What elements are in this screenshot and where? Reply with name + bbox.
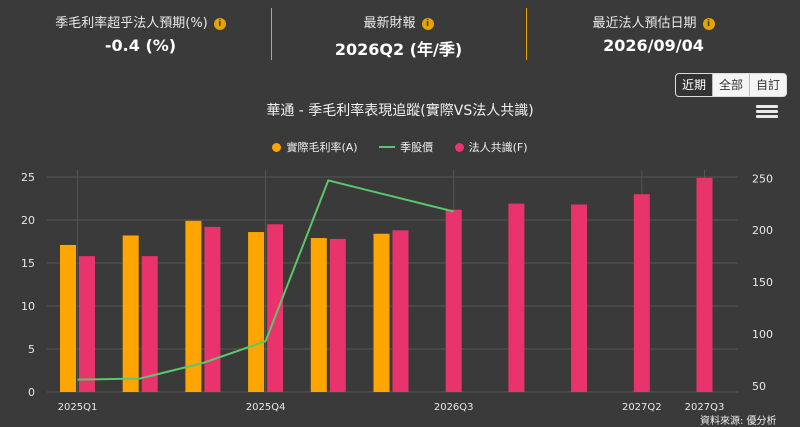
y-left-tick-label: 25	[21, 171, 35, 184]
legend-item-consensus[interactable]: 法人共識(F)	[454, 139, 528, 155]
bar-consensus	[696, 177, 713, 392]
price-line	[77, 179, 454, 381]
y-right-tick-label: 100	[752, 328, 773, 341]
stat-value: 2026/09/04	[603, 36, 704, 55]
stat-label: 最新財報	[363, 16, 416, 31]
x-tick-label: 2027Q2	[622, 402, 662, 413]
y-right-tick-label: 150	[752, 276, 773, 289]
legend-item-price[interactable]: 季股價	[379, 139, 433, 155]
bar-consensus	[329, 238, 346, 392]
x-tick-label: 2025Q1	[58, 402, 98, 413]
bar-consensus	[633, 194, 650, 392]
tab-recent[interactable]: 近期	[676, 74, 713, 96]
divider	[271, 8, 272, 60]
y-left-tick-label: 5	[28, 343, 35, 356]
info-icon[interactable]: i	[702, 18, 715, 30]
legend-dot-icon	[454, 143, 464, 152]
data-source: 資料來源: 優分析	[700, 416, 777, 427]
y-right-tick-label: 200	[752, 224, 773, 237]
y-left-tick-label: 20	[21, 214, 35, 227]
info-icon[interactable]: i	[421, 18, 434, 30]
bar-actual	[60, 244, 76, 392]
bar-actual	[122, 235, 139, 392]
legend-dot-icon	[272, 143, 282, 152]
bar-consensus	[204, 226, 221, 392]
x-tick-label: 2025Q4	[246, 402, 286, 413]
bar-consensus	[445, 209, 462, 392]
chart-menu-icon[interactable]	[756, 103, 778, 123]
tab-custom[interactable]: 自訂	[749, 74, 786, 96]
y-left-tick-label: 15	[21, 257, 35, 270]
bar-actual	[373, 233, 390, 392]
stat-value: 2026Q2 (年/季)	[334, 40, 463, 59]
legend-item-actual[interactable]: 實際毛利率(A)	[272, 139, 358, 155]
chart-legend: 實際毛利率(A) 季股價 法人共識(F)	[0, 139, 800, 155]
legend-label: 季股價	[400, 141, 434, 154]
bar-actual	[185, 220, 202, 392]
stat-label: 季毛利率超乎法人預期(%)	[55, 16, 208, 31]
bar-consensus	[571, 204, 588, 392]
y-right-tick-label: 50	[752, 380, 766, 393]
x-tick-label: 2027Q3	[685, 402, 725, 413]
y-left-tick-label: 0	[28, 386, 35, 399]
y-left-tick-label: 10	[21, 300, 35, 313]
bar-actual	[248, 232, 265, 392]
range-toggle: 近期 全部 自訂	[675, 73, 788, 97]
info-icon[interactable]: i	[213, 18, 226, 30]
stat-label: 最近法人預估日期	[592, 16, 697, 31]
stat-value: -0.4 (%)	[104, 36, 177, 55]
bar-actual	[310, 238, 327, 392]
divider	[526, 8, 527, 60]
bar-consensus	[508, 203, 525, 392]
x-tick-label: 2026Q3	[434, 402, 474, 413]
stats-header: 季毛利率超乎法人預期(%) i -0.4 (%) 最新財報 i 2026Q2 (年/…	[0, 0, 800, 62]
bar-consensus	[79, 256, 95, 392]
legend-line-icon	[379, 146, 396, 148]
tab-all[interactable]: 全部	[712, 74, 749, 96]
legend-label: 實際毛利率(A)	[286, 141, 358, 154]
bar-consensus	[392, 230, 409, 392]
bar-consensus	[141, 256, 158, 392]
y-right-tick-label: 250	[752, 172, 773, 185]
chart-title: 華通 - 季毛利率表現追蹤(實際VS法人共識)	[266, 103, 534, 119]
bar-consensus	[267, 224, 284, 392]
legend-label: 法人共識(F)	[468, 141, 528, 154]
